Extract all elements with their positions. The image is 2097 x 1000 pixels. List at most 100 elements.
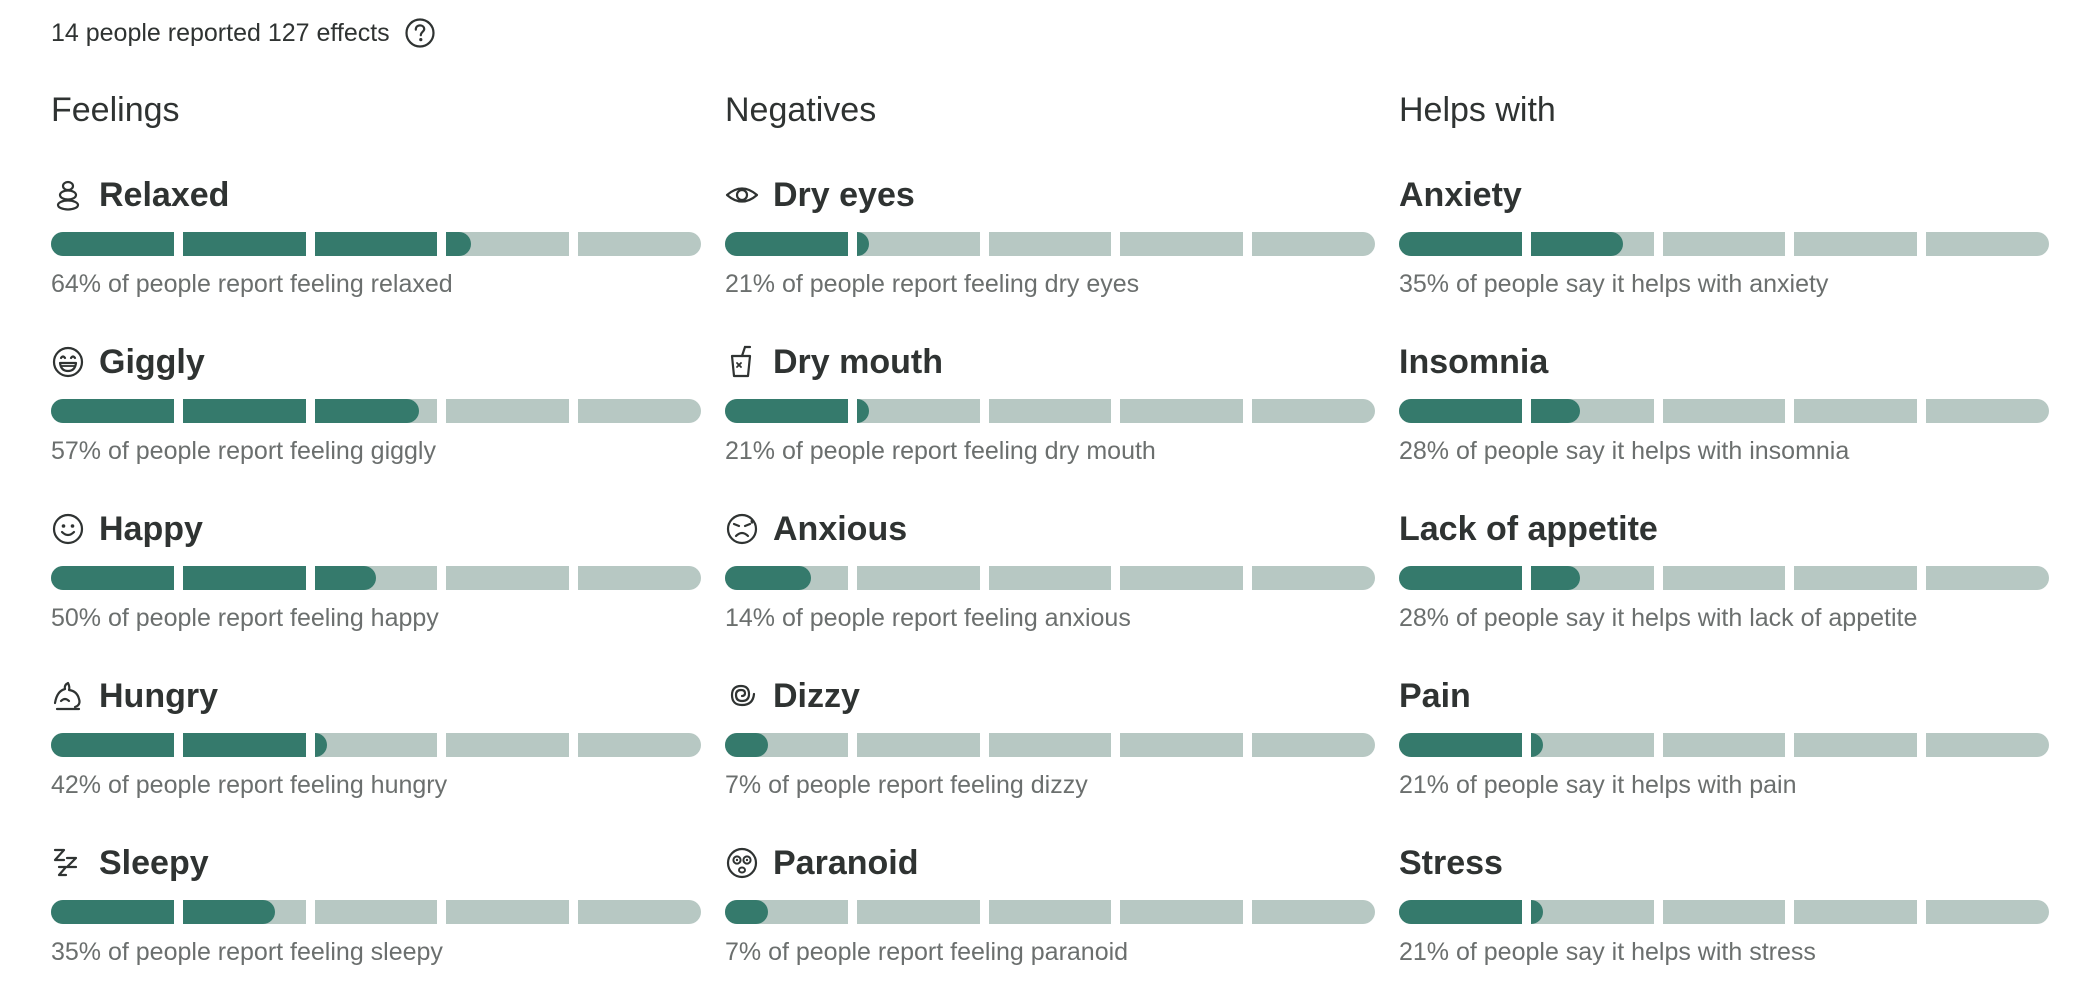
effect-header: Lack of appetite [1399,504,2049,554]
bar-fill [1530,900,1543,924]
question-circle-icon[interactable] [404,17,436,49]
column-title: Helps with [1399,91,1556,129]
bar-fill [314,232,438,256]
effect-name: Sleepy [99,843,209,882]
percent-bar [725,900,1375,924]
effect-name: Lack of appetite [1399,509,1658,548]
bar-segment [1252,900,1375,924]
hungry-icon [51,679,85,713]
bar-fill [1530,566,1580,590]
eye-icon [725,178,759,212]
bar-segment [1399,232,1522,256]
bar-segment [51,733,174,757]
effect-item-lack-of-appetite: Lack of appetite 28% of people say it hel… [1399,504,2049,644]
effect-header: Stress [1399,838,2049,888]
bar-segment [1530,399,1654,423]
effect-header: Anxious [725,504,1375,554]
percent-bar [1399,232,2049,256]
bar-fill [51,566,174,590]
percent-bar [725,399,1375,423]
effect-item-happy: Happy 50% of people report feeling happy [51,504,701,644]
percent-bar [51,733,701,757]
bar-segment [314,900,438,924]
bar-segment [1252,733,1375,757]
effect-caption: 21% of people say it helps with pain [1399,771,1797,799]
bar-fill [314,399,419,423]
effect-header: Relaxed [51,170,701,220]
bar-fill [182,733,306,757]
bar-segment [1926,399,2049,423]
effect-caption: 35% of people say it helps with anxiety [1399,270,1829,298]
bar-segment [1530,900,1654,924]
bar-segment [578,399,701,423]
bar-segment [578,900,701,924]
bar-segment [1926,900,2049,924]
paranoid-face-icon [725,846,759,880]
effect-name: Giggly [99,342,205,381]
effect-header: Sleepy [51,838,701,888]
bar-segment [1399,399,1522,423]
bar-segment [988,900,1112,924]
effect-caption: 50% of people report feeling happy [51,604,439,632]
bar-fill [51,399,174,423]
effect-item-giggly: Giggly 57% of people report feeling giggl… [51,337,701,477]
effect-item-anxiety: Anxiety 35% of people say it helps with a… [1399,170,2049,310]
bar-segment [1926,733,2049,757]
bar-fill [1530,232,1623,256]
bar-fill [446,232,471,256]
bar-segment [1662,733,1786,757]
effect-item-paranoid: Paranoid 7% of people report feeling para… [725,838,1375,978]
percent-bar [725,733,1375,757]
effect-name: Happy [99,509,203,548]
bar-segment [1120,900,1244,924]
effect-header: Dizzy [725,671,1375,721]
effect-item-sleepy: Sleepy 35% of people report feeling sleep… [51,838,701,978]
percent-bar [1399,900,2049,924]
bar-segment [446,232,570,256]
bar-segment [182,733,306,757]
cup-icon [725,345,759,379]
effect-item-pain: Pain 21% of people say it helps with pain [1399,671,2049,811]
smiling-face-icon [51,512,85,546]
effect-header: Paranoid [725,838,1375,888]
bar-segment [182,566,306,590]
bar-segment [446,566,570,590]
effect-header: Dry eyes [725,170,1375,220]
effect-name: Dizzy [773,676,860,715]
summary-text: 14 people reported 127 effects [51,18,390,47]
bar-segment [1662,399,1786,423]
bar-segment [988,733,1112,757]
effect-item-dizzy: Dizzy 7% of people report feeling dizzy [725,671,1375,811]
effect-caption: 14% of people report feeling anxious [725,604,1131,632]
feelings-column: Feelings [51,88,701,132]
effect-caption: 21% of people report feeling dry mouth [725,437,1156,465]
effect-name: Stress [1399,843,1503,882]
bar-segment [1662,566,1786,590]
effect-name: Paranoid [773,843,919,882]
bar-fill [314,733,327,757]
bar-fill [1399,900,1522,924]
bar-fill [314,566,376,590]
effect-header: Anxiety [1399,170,2049,220]
effect-caption: 21% of people report feeling dry eyes [725,270,1140,298]
bar-segment [1120,733,1244,757]
bar-fill [182,900,275,924]
bar-fill [1399,733,1522,757]
effect-name: Anxiety [1399,175,1522,214]
effect-item-stress: Stress 21% of people say it helps with st… [1399,838,2049,978]
bar-segment [1252,232,1375,256]
bar-fill [51,232,174,256]
bar-segment [1926,566,2049,590]
bar-fill [725,900,768,924]
laughing-face-icon [51,345,85,379]
effect-item-hungry: Hungry 42% of people report feeling hungr… [51,671,701,811]
bar-segment [725,900,848,924]
bar-segment [856,566,980,590]
bar-fill [182,232,306,256]
percent-bar [1399,399,2049,423]
bar-segment [314,399,438,423]
bar-segment [1794,900,1918,924]
bar-segment [1530,566,1654,590]
effect-item-dry-eyes: Dry eyes 21% of people report feeling dry… [725,170,1375,310]
effect-item-insomnia: Insomnia 28% of people say it helps with … [1399,337,2049,477]
